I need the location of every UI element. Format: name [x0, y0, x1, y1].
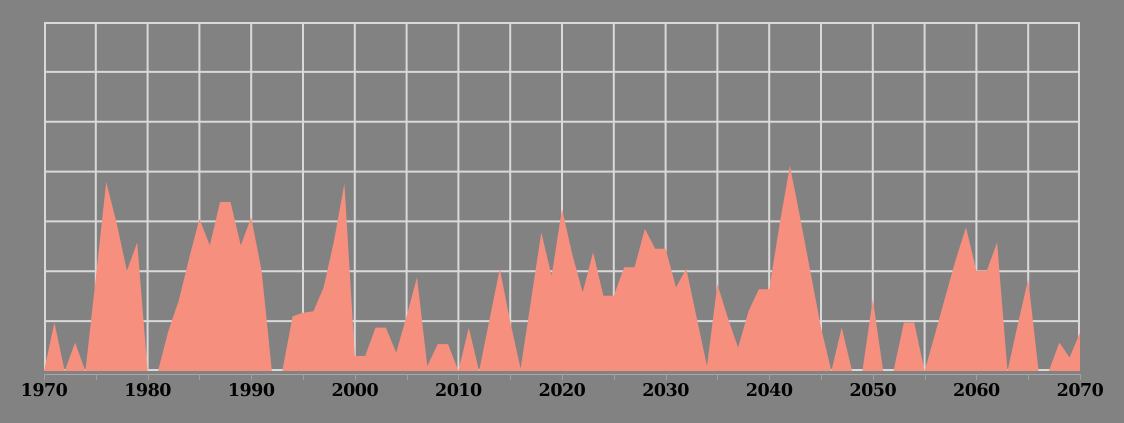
x-axis-tick — [510, 374, 512, 380]
x-axis-tick — [354, 374, 356, 380]
x-axis-tick — [717, 374, 719, 380]
x-axis-labels: 1970 1980 1990 2000 2010 2020 2030 2040 2050 2060… — [21, 381, 1104, 407]
x-axis-tick-label: 2050 — [849, 381, 897, 401]
x-axis-tick — [1028, 374, 1030, 380]
x-axis-tick — [976, 374, 978, 380]
x-axis-tick — [406, 374, 408, 380]
x-axis-tick — [1080, 374, 1081, 380]
x-axis-tick — [251, 374, 253, 380]
x-axis-tick-label: 2060 — [953, 381, 1000, 401]
x-axis-tick — [613, 374, 615, 380]
x-axis-tick — [665, 374, 667, 380]
x-axis-tick — [821, 374, 822, 380]
x-axis-tick — [769, 374, 771, 380]
x-axis-tick-label: 2040 — [745, 381, 793, 401]
x-axis-tick — [147, 374, 149, 380]
plot-area — [44, 22, 1080, 371]
x-axis-tick — [872, 374, 874, 380]
x-axis-tick — [199, 374, 201, 380]
x-axis-tick-label: 2030 — [642, 381, 689, 401]
x-axis-tick-label: 2070 — [1056, 381, 1104, 401]
x-axis-tick — [924, 374, 926, 380]
x-axis-tick-label: 2000 — [331, 381, 379, 401]
x-axis-tick-label: 1990 — [227, 381, 275, 401]
x-axis-tick — [303, 374, 304, 380]
x-axis-tick — [95, 374, 97, 380]
area-chart-canvas — [44, 22, 1080, 371]
area-series — [44, 165, 1080, 371]
x-axis-tick-label: 1970 — [20, 381, 68, 401]
x-axis-tick-label: 2010 — [435, 381, 482, 401]
x-axis-tick-label: 1980 — [124, 381, 171, 401]
x-axis-tick — [44, 374, 45, 380]
x-axis-tick-label: 2020 — [538, 381, 586, 401]
x-axis-tick — [562, 374, 563, 380]
x-axis-tick — [458, 374, 460, 380]
